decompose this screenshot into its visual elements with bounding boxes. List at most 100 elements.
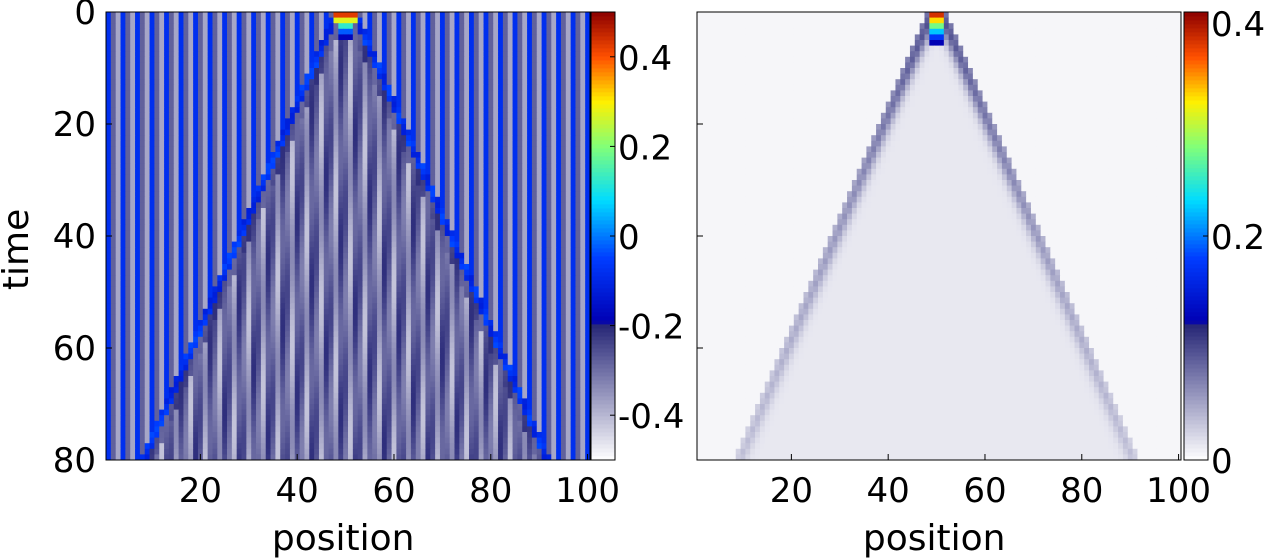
heatmap-cell xyxy=(367,286,373,293)
heatmap-cell xyxy=(139,135,146,142)
heatmap-cell xyxy=(507,40,513,46)
heatmap-cell xyxy=(183,34,189,41)
heatmap-cell xyxy=(323,45,330,52)
heatmap-cell xyxy=(231,219,238,226)
heatmap-cell xyxy=(178,213,184,220)
heatmap-cell xyxy=(227,157,233,164)
heatmap-cell xyxy=(241,202,247,209)
heatmap-cell xyxy=(541,252,547,259)
heatmap-cell xyxy=(106,124,112,130)
heatmap-cell xyxy=(478,56,484,63)
heatmap-cell xyxy=(473,17,480,24)
heatmap-cell xyxy=(256,140,262,147)
heatmap-cell xyxy=(251,84,257,91)
heatmap-cell xyxy=(517,28,523,35)
heatmap-cell xyxy=(527,269,533,276)
heatmap-cell xyxy=(338,196,344,203)
heatmap-cell xyxy=(299,157,305,164)
heatmap-cell xyxy=(135,62,141,69)
heatmap-cell xyxy=(173,264,179,270)
heatmap-cell xyxy=(469,269,475,276)
heatmap-cell xyxy=(265,101,271,108)
heatmap-cell xyxy=(285,157,291,164)
heatmap-cell xyxy=(512,241,518,248)
heatmap-cell xyxy=(473,185,480,192)
heatmap-cell xyxy=(498,79,504,86)
heatmap-cell xyxy=(149,17,155,24)
heatmap-cell xyxy=(367,275,373,282)
heatmap-cell xyxy=(536,146,542,153)
heatmap-cell xyxy=(188,168,194,175)
heatmap-cell xyxy=(560,34,567,41)
heatmap-cell xyxy=(478,112,484,119)
heatmap-cell xyxy=(585,208,591,214)
heatmap-cell xyxy=(401,101,407,108)
heatmap-cell xyxy=(260,196,267,203)
heatmap-cell xyxy=(236,258,242,265)
heatmap-cell xyxy=(241,219,247,226)
heatmap-cell xyxy=(217,236,223,242)
heatmap-cell xyxy=(372,224,378,231)
heatmap-cell xyxy=(125,219,131,226)
heatmap-cell xyxy=(367,73,373,80)
heatmap-cell xyxy=(536,90,542,97)
heatmap-cell xyxy=(415,269,421,276)
heatmap-cell xyxy=(260,112,267,119)
heatmap-cell xyxy=(159,56,165,63)
heatmap-cell xyxy=(110,185,117,192)
heatmap-cell xyxy=(120,73,126,80)
heatmap-cell xyxy=(551,40,557,46)
heatmap-cell xyxy=(314,62,320,69)
heatmap-cell xyxy=(522,112,528,119)
heatmap-cell xyxy=(478,68,484,74)
heatmap-cell xyxy=(289,140,296,147)
heatmap-cell xyxy=(391,208,397,214)
heatmap-cell xyxy=(299,79,305,86)
heatmap-cell xyxy=(396,202,402,209)
heatmap-cell xyxy=(231,17,238,24)
heatmap-cell xyxy=(425,252,431,259)
heatmap-cell xyxy=(430,180,436,186)
heatmap-cell xyxy=(154,23,160,30)
heatmap-cell xyxy=(227,79,233,86)
heatmap-cell xyxy=(246,191,252,198)
heatmap-cell xyxy=(367,84,373,91)
heatmap-cell xyxy=(289,224,296,231)
heatmap-cell xyxy=(154,17,160,24)
heatmap-cell xyxy=(251,79,257,86)
heatmap-cell xyxy=(454,202,460,209)
heatmap-cell xyxy=(343,23,349,30)
heatmap-cell xyxy=(575,252,581,259)
heatmap-cell xyxy=(502,258,509,265)
heatmap-cell xyxy=(430,34,436,41)
heatmap-cell xyxy=(256,230,262,237)
heatmap-cell xyxy=(551,12,557,18)
heatmap-cell xyxy=(197,219,204,226)
heatmap-cell xyxy=(401,45,407,52)
heatmap-cell xyxy=(454,269,460,276)
heatmap-cell xyxy=(507,185,513,192)
heatmap-cell xyxy=(473,135,480,142)
heatmap-cell xyxy=(285,140,291,147)
heatmap-cell xyxy=(125,174,131,181)
heatmap-cell xyxy=(502,163,509,170)
heatmap-cell xyxy=(541,56,547,63)
heatmap-cell xyxy=(483,269,489,276)
heatmap-cell xyxy=(420,68,426,74)
heatmap-cell xyxy=(314,168,320,175)
heatmap-cell xyxy=(125,28,131,35)
heatmap-cell xyxy=(469,275,475,282)
heatmap-cell xyxy=(280,62,286,69)
heatmap-cell xyxy=(188,51,194,58)
heatmap-cell xyxy=(106,174,112,181)
heatmap-cell xyxy=(197,51,204,58)
heatmap-cell xyxy=(391,62,397,69)
heatmap-cell xyxy=(299,168,305,175)
heatmap-cell xyxy=(299,118,305,125)
heatmap-cell xyxy=(459,163,465,170)
heatmap-cell xyxy=(488,12,494,18)
heatmap-cell xyxy=(183,252,189,259)
heatmap-cell xyxy=(536,174,542,181)
heatmap-cell xyxy=(517,56,523,63)
heatmap-cell xyxy=(377,84,383,91)
